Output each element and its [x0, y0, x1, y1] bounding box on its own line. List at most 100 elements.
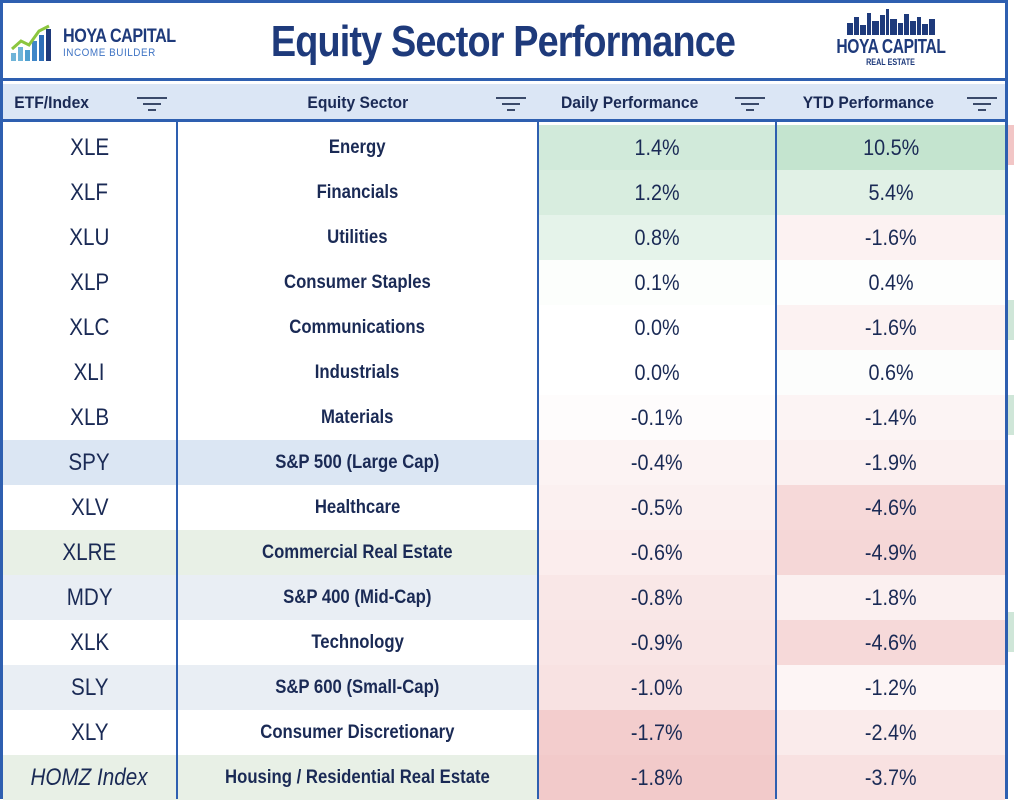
ticker-cell: SLY: [3, 665, 176, 710]
ytd-performance-value: -2.4%: [865, 719, 917, 745]
sector-cell: Materials: [178, 395, 537, 440]
table-row: SLY S&P 600 (Small-Cap) -1.0% -1.2%: [3, 665, 1005, 710]
table-row: XLC Communications 0.0% -1.6%: [3, 305, 1005, 350]
column-header-daily[interactable]: Daily Performance: [539, 84, 775, 122]
daily-performance-cell: 1.4%: [539, 125, 775, 170]
daily-performance-cell: 0.0%: [539, 350, 775, 395]
hoya-income-builder-logo: HOYA CAPITAL INCOME BUILDER: [9, 15, 181, 71]
sector-text: S&P 500 (Large Cap): [275, 451, 440, 473]
table-row: XLF Financials 1.2% 5.4%: [3, 170, 1005, 215]
table-row: XLB Materials -0.1% -1.4%: [3, 395, 1005, 440]
ytd-performance-value: -4.6%: [865, 494, 917, 520]
daily-performance-cell: 1.2%: [539, 170, 775, 215]
filter-icon[interactable]: [496, 96, 526, 112]
daily-performance-cell: -1.7%: [539, 710, 775, 755]
logo-right-tagline: REAL ESTATE: [866, 57, 916, 67]
table-row: XLRE Commercial Real Estate -0.6% -4.9%: [3, 530, 1005, 575]
filter-icon[interactable]: [735, 96, 765, 112]
ticker-text: XLE: [69, 133, 110, 161]
column-divider: [537, 122, 539, 799]
daily-performance-value: -0.5%: [631, 494, 683, 520]
daily-performance-value: 1.2%: [634, 179, 680, 205]
ytd-performance-value: -4.6%: [865, 629, 917, 655]
ticker-text: XLF: [70, 178, 109, 206]
ticker-cell: HOMZ Index: [3, 755, 176, 800]
ticker-cell: XLV: [3, 485, 176, 530]
filter-icon[interactable]: [967, 96, 997, 112]
daily-performance-cell: -0.9%: [539, 620, 775, 665]
daily-performance-value: -0.8%: [631, 584, 683, 610]
column-header-ytd[interactable]: YTD Performance: [777, 84, 1005, 122]
daily-performance-cell: -0.1%: [539, 395, 775, 440]
hoya-real-estate-logo: HOYA CAPITAL REAL ESTATE: [836, 9, 946, 77]
table-header-row: ETF/Index Equity Sector Daily Performanc…: [3, 84, 1005, 122]
ticker-text: HOMZ Index: [31, 763, 148, 791]
ticker-cell: XLI: [3, 350, 176, 395]
ytd-performance-value: -1.4%: [865, 404, 917, 430]
daily-performance-value: 0.1%: [634, 269, 680, 295]
sector-cell: Healthcare: [178, 485, 537, 530]
ticker-cell: XLK: [3, 620, 176, 665]
daily-performance-cell: 0.8%: [539, 215, 775, 260]
daily-performance-value: 0.8%: [634, 224, 680, 250]
ytd-performance-cell: 10.5%: [777, 125, 1005, 170]
ticker-cell: XLC: [3, 305, 176, 350]
ytd-performance-value: -4.9%: [865, 539, 917, 565]
ytd-performance-cell: -1.6%: [777, 305, 1005, 350]
daily-performance-cell: -0.5%: [539, 485, 775, 530]
ytd-performance-value: -1.9%: [865, 449, 917, 475]
ticker-cell: XLU: [3, 215, 176, 260]
sector-text: Consumer Discretionary: [260, 721, 455, 743]
daily-performance-value: 1.4%: [634, 134, 680, 160]
ticker-text: XLV: [70, 493, 109, 521]
sector-cell: Housing / Residential Real Estate: [178, 755, 537, 800]
daily-performance-value: -1.0%: [631, 674, 683, 700]
ytd-performance-value: 5.4%: [868, 179, 914, 205]
sector-text: Commercial Real Estate: [262, 541, 453, 563]
table-row: SPY S&P 500 (Large Cap) -0.4% -1.9%: [3, 440, 1005, 485]
ticker-cell: SPY: [3, 440, 176, 485]
ticker-cell: XLE: [3, 125, 176, 170]
sector-text: S&P 400 (Mid-Cap): [283, 586, 432, 608]
table-row: XLE Energy 1.4% 10.5%: [3, 125, 1005, 170]
ticker-text: XLI: [74, 358, 105, 386]
daily-performance-cell: -1.8%: [539, 755, 775, 800]
sector-text: Healthcare: [314, 496, 401, 518]
ytd-performance-value: -3.7%: [865, 764, 917, 790]
column-header-etf[interactable]: ETF/Index: [3, 84, 176, 122]
daily-performance-cell: -0.6%: [539, 530, 775, 575]
sector-text: Materials: [321, 406, 394, 428]
ticker-text: SLY: [70, 673, 109, 701]
column-divider: [775, 122, 777, 799]
column-divider: [176, 122, 178, 799]
daily-performance-value: -0.1%: [631, 404, 683, 430]
sector-cell: Utilities: [178, 215, 537, 260]
table-row: XLP Consumer Staples 0.1% 0.4%: [3, 260, 1005, 305]
daily-performance-value: -0.4%: [631, 449, 683, 475]
report-header: HOYA CAPITAL INCOME BUILDER Equity Secto…: [3, 3, 1005, 81]
ticker-cell: XLY: [3, 710, 176, 755]
daily-performance-cell: -0.4%: [539, 440, 775, 485]
daily-performance-cell: -1.0%: [539, 665, 775, 710]
right-edge-marker: [1008, 612, 1014, 652]
ytd-performance-cell: 5.4%: [777, 170, 1005, 215]
sector-cell: Financials: [178, 170, 537, 215]
ytd-performance-cell: -1.2%: [777, 665, 1005, 710]
right-edge-marker: [1008, 395, 1014, 435]
filter-icon[interactable]: [137, 96, 167, 112]
column-header-sector[interactable]: Equity Sector: [178, 84, 537, 122]
ytd-performance-cell: -2.4%: [777, 710, 1005, 755]
ticker-text: MDY: [66, 583, 113, 611]
ticker-text: XLRE: [62, 538, 117, 566]
daily-performance-value: -1.7%: [631, 719, 683, 745]
table-body: XLE Energy 1.4% 10.5% XLF Financials 1.2% 5.4% X…: [3, 125, 1005, 800]
right-edge-marker: [1008, 125, 1014, 165]
ticker-text: XLP: [69, 268, 110, 296]
ytd-performance-cell: -3.7%: [777, 755, 1005, 800]
page-title: Equity Sector Performance: [270, 17, 736, 66]
sector-text: Technology: [311, 631, 404, 653]
ytd-performance-cell: -1.4%: [777, 395, 1005, 440]
sector-text: Communications: [289, 316, 426, 338]
ytd-performance-value: 0.4%: [868, 269, 914, 295]
